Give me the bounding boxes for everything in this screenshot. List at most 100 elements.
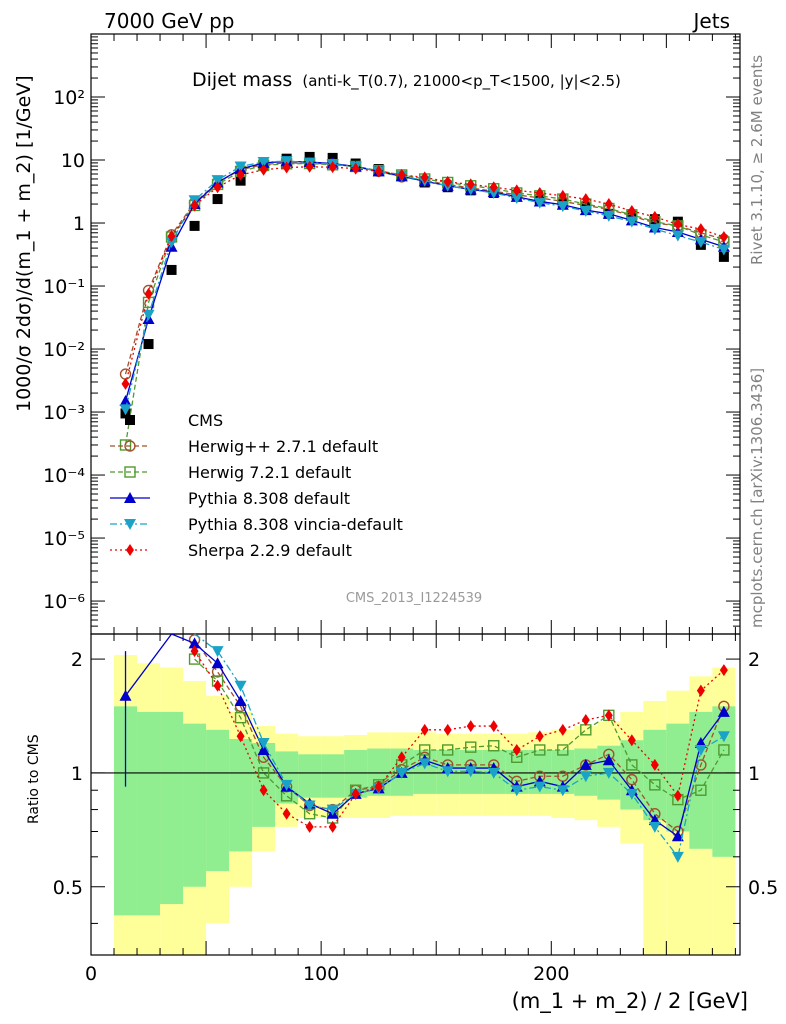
ratio-point-4-4 [282,807,291,820]
legend-marker-0 [125,415,135,425]
ratio-point-3-1 [211,646,224,658]
ratio-point-1-12 [465,741,477,753]
series-line-2 [124,162,725,446]
ratio-point-1-20 [649,779,661,791]
data-point-4-5 [234,161,247,173]
data-point-5-8 [305,160,314,173]
y-tick-label: 10⁻³ [43,402,85,424]
ratio-series-4 [190,645,728,833]
band-inner-26 [712,706,736,857]
data-point-4-21 [602,210,615,222]
data-point-5-20 [581,193,590,206]
ratio-series-3 [194,633,730,863]
band-inner-10 [344,749,368,798]
y-tick-label: 10⁻⁶ [43,591,85,613]
series-2 [119,157,730,451]
legend: CMS Herwig++ 2.7.1 default Herwig 7.2.1 de… [110,411,403,560]
legend-marker-3 [124,492,136,503]
ratio-point-3-21 [671,851,684,863]
ratio-point-4-23 [719,664,728,677]
legend-label-1: Herwig++ 2.7.1 default [188,437,378,456]
band-inner-7 [275,751,299,804]
legend-label-3: Pythia 8.308 default [188,489,350,508]
y-axis-label: 1000/σ 2dσ)/d(m_1 + m_2) [1/GeV] [13,75,35,412]
ratio-y-tick-label-right: 2 [748,649,760,671]
data-point-5-18 [535,186,544,199]
ratio-point-3-10 [418,758,431,770]
ratio-point-1-11 [442,744,454,756]
ratio-point-4-15 [535,730,544,743]
ratio-point-4-1 [213,679,222,692]
watermark: CMS_2013_I1224539 [346,591,482,606]
ratio-point-2-23 [671,830,684,842]
ratio-point-3-4 [280,779,293,791]
ratio-point-3-9 [395,767,408,779]
data-point-4-24 [671,230,684,242]
ratio-point-1-15 [534,744,546,756]
ratio-point-4-14 [512,743,521,756]
ratio-line-4 [194,650,725,828]
data-point-5-6 [259,163,268,176]
ratio-point-4-7 [351,787,360,800]
data-point-4-22 [625,216,638,228]
series-line-5 [124,166,725,385]
y-tick-label: 10 [61,150,85,172]
legend-label-0: CMS [188,411,223,430]
ratio-point-4-9 [397,751,406,764]
ratio-point-4-18 [604,709,613,722]
data-point-0-2 [166,264,177,275]
ratio-point-4-12 [466,720,475,733]
legend-item-3: Pythia 8.308 default [110,489,350,508]
data-point-5-13 [420,171,429,184]
data-point-5-16 [489,181,498,194]
ratio-point-4-2 [236,730,245,743]
data-point-5-10 [351,162,360,175]
header-left: 7000 GeV pp [104,9,235,33]
data-point-0-26 [718,251,729,262]
ratio-point-3-3 [257,737,270,749]
legend-item-5: Sherpa 2.2.9 default [110,541,352,560]
ratio-point-3-2 [234,680,247,692]
data-point-0-1 [143,339,154,350]
ratio-point-3-6 [326,804,339,816]
data-point-4-26 [717,244,730,256]
data-point-5-22 [627,205,636,218]
ratio-point-1-23 [718,744,730,756]
ratio-point-1-19 [626,759,638,771]
ratio-point-4-11 [443,723,452,736]
y-tick-label: 10⁻² [43,339,85,361]
data-point-4-0 [119,404,132,416]
band-inner-2 [160,711,184,905]
data-point-4-16 [487,187,500,199]
main-panel: 10⁻⁶ 10⁻⁵ 10⁻⁴ 10⁻³ 10⁻² 10⁻¹ 1 10 10² [43,33,741,635]
data-point-4-2 [165,236,178,248]
header-right: Jets [692,9,730,33]
ratio-panel: 0.5 0.5 1 1 2 2 0 100 200 [53,633,778,985]
ratio-point-4-6 [328,820,337,833]
ratio-y-tick-label-right: 0.5 [748,877,778,899]
data-point-2-0 [119,439,132,451]
data-point-4-23 [648,224,661,236]
data-point-0-3 [189,220,200,231]
rivet-label: Rivet 3.1.10, ≥ 2.6M events [748,55,766,265]
legend-item-1: Herwig++ 2.7.1 default [110,437,378,456]
legend-item-4: Pythia 8.308 vincia-default [110,515,403,534]
ratio-point-4-19 [627,734,636,747]
ratio-point-3-5 [303,800,316,812]
band-inner-19 [551,749,575,794]
data-point-5-15 [466,178,475,191]
ratio-point-3-12 [464,766,477,778]
ratio-point-4-22 [696,684,705,697]
ratio-line-0 [194,639,725,833]
ratio-y-tick-label-left: 1 [71,763,83,785]
ratio-point-2-5 [257,743,270,755]
ratio-point-3-11 [441,766,454,778]
series-4 [119,156,730,416]
data-point-4-1 [142,309,155,321]
band-inner-3 [183,723,207,887]
ratio-frame [90,633,741,956]
ratio-point-3-19 [625,788,638,800]
ratio-point-4-8 [374,780,383,793]
data-point-4-20 [579,206,592,218]
data-point-3-0 [119,394,132,406]
